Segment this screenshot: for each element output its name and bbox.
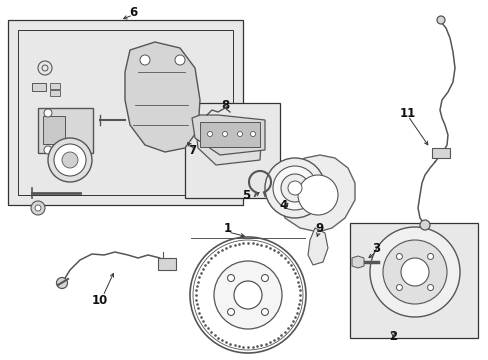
Circle shape bbox=[419, 220, 429, 230]
Circle shape bbox=[35, 205, 41, 211]
Circle shape bbox=[436, 16, 444, 24]
Text: 4: 4 bbox=[279, 198, 287, 212]
Text: 2: 2 bbox=[388, 330, 396, 343]
Circle shape bbox=[48, 138, 92, 182]
Bar bbox=[18, 30, 232, 195]
Circle shape bbox=[227, 275, 234, 282]
Polygon shape bbox=[307, 228, 327, 265]
Circle shape bbox=[175, 55, 184, 65]
Text: 3: 3 bbox=[371, 242, 379, 255]
Text: 10: 10 bbox=[92, 293, 108, 306]
Polygon shape bbox=[280, 155, 354, 232]
Bar bbox=[43, 116, 65, 144]
Text: 9: 9 bbox=[314, 221, 323, 234]
Circle shape bbox=[396, 253, 402, 260]
Circle shape bbox=[382, 240, 446, 304]
Text: 6: 6 bbox=[129, 5, 137, 18]
Circle shape bbox=[237, 131, 242, 136]
Polygon shape bbox=[351, 256, 363, 268]
Circle shape bbox=[207, 131, 212, 136]
Circle shape bbox=[214, 261, 282, 329]
Circle shape bbox=[44, 146, 52, 154]
Bar bbox=[349, 223, 477, 338]
Bar bbox=[431, 148, 449, 158]
Circle shape bbox=[227, 309, 234, 315]
Bar bbox=[184, 103, 280, 198]
Polygon shape bbox=[192, 115, 264, 155]
Ellipse shape bbox=[297, 175, 337, 215]
Polygon shape bbox=[125, 42, 200, 152]
Circle shape bbox=[234, 281, 262, 309]
Circle shape bbox=[400, 258, 428, 286]
Polygon shape bbox=[196, 125, 262, 165]
Text: 7: 7 bbox=[187, 144, 196, 157]
Circle shape bbox=[44, 109, 52, 117]
Text: 1: 1 bbox=[224, 221, 232, 234]
Bar bbox=[38, 108, 93, 153]
Circle shape bbox=[31, 201, 45, 215]
Circle shape bbox=[140, 55, 150, 65]
Bar bbox=[8, 20, 243, 205]
Text: 11: 11 bbox=[399, 107, 415, 120]
Circle shape bbox=[264, 158, 325, 218]
Bar bbox=[200, 122, 260, 147]
Circle shape bbox=[287, 181, 302, 195]
Circle shape bbox=[261, 309, 268, 315]
Circle shape bbox=[427, 253, 433, 260]
Circle shape bbox=[62, 152, 78, 168]
Circle shape bbox=[190, 237, 305, 353]
Circle shape bbox=[427, 284, 433, 291]
Text: 5: 5 bbox=[242, 189, 250, 202]
Circle shape bbox=[369, 227, 459, 317]
Circle shape bbox=[57, 278, 67, 288]
Circle shape bbox=[272, 166, 316, 210]
Bar bbox=[158, 258, 176, 270]
Circle shape bbox=[250, 131, 255, 136]
Circle shape bbox=[281, 174, 308, 202]
Bar bbox=[50, 90, 60, 96]
Circle shape bbox=[222, 131, 227, 136]
Circle shape bbox=[261, 275, 268, 282]
Text: 8: 8 bbox=[221, 99, 229, 112]
Circle shape bbox=[54, 144, 86, 176]
Bar bbox=[32, 83, 46, 91]
Circle shape bbox=[396, 284, 402, 291]
Bar bbox=[50, 83, 60, 89]
